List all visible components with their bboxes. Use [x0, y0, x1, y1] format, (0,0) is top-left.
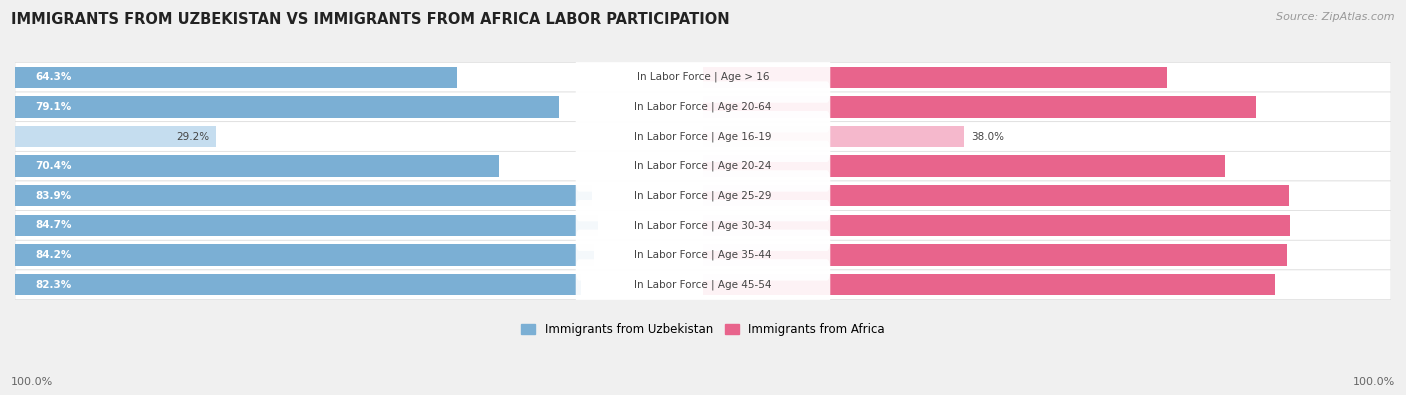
FancyBboxPatch shape — [15, 211, 1391, 240]
Text: In Labor Force | Age 35-44: In Labor Force | Age 35-44 — [634, 250, 772, 260]
FancyBboxPatch shape — [575, 81, 831, 132]
Text: In Labor Force | Age 16-19: In Labor Force | Age 16-19 — [634, 131, 772, 142]
Legend: Immigrants from Uzbekistan, Immigrants from Africa: Immigrants from Uzbekistan, Immigrants f… — [522, 324, 884, 336]
Bar — [15, 245, 595, 266]
FancyBboxPatch shape — [575, 200, 831, 251]
Text: In Labor Force | Age 45-54: In Labor Force | Age 45-54 — [634, 280, 772, 290]
Bar — [703, 245, 1286, 266]
Text: 100.0%: 100.0% — [1353, 377, 1395, 387]
Bar — [703, 185, 1289, 207]
FancyBboxPatch shape — [15, 151, 1391, 181]
Text: 80.4%: 80.4% — [1334, 102, 1371, 112]
Bar — [15, 96, 560, 118]
FancyBboxPatch shape — [575, 259, 831, 310]
Text: IMMIGRANTS FROM UZBEKISTAN VS IMMIGRANTS FROM AFRICA LABOR PARTICIPATION: IMMIGRANTS FROM UZBEKISTAN VS IMMIGRANTS… — [11, 12, 730, 27]
Text: 67.4%: 67.4% — [1334, 72, 1371, 82]
Text: 84.7%: 84.7% — [35, 220, 72, 230]
Text: 85.3%: 85.3% — [1334, 220, 1371, 230]
Bar — [703, 215, 1289, 236]
FancyBboxPatch shape — [15, 92, 1391, 122]
Bar — [703, 66, 1167, 88]
Text: 38.0%: 38.0% — [972, 132, 1004, 141]
Text: In Labor Force | Age 20-64: In Labor Force | Age 20-64 — [634, 102, 772, 112]
FancyBboxPatch shape — [15, 270, 1391, 299]
Bar — [15, 185, 592, 207]
Text: 64.3%: 64.3% — [35, 72, 72, 82]
Text: 84.9%: 84.9% — [1334, 250, 1371, 260]
Bar — [15, 156, 499, 177]
Text: 85.2%: 85.2% — [1334, 191, 1371, 201]
Text: 75.8%: 75.8% — [1334, 161, 1371, 171]
Text: In Labor Force | Age 30-34: In Labor Force | Age 30-34 — [634, 220, 772, 231]
Bar — [15, 126, 217, 147]
Bar — [703, 156, 1225, 177]
Text: In Labor Force | Age 25-29: In Labor Force | Age 25-29 — [634, 190, 772, 201]
Text: 82.3%: 82.3% — [35, 280, 72, 290]
Bar — [703, 274, 1275, 295]
FancyBboxPatch shape — [15, 181, 1391, 211]
FancyBboxPatch shape — [15, 62, 1391, 92]
Bar — [15, 215, 598, 236]
FancyBboxPatch shape — [15, 240, 1391, 270]
Text: Source: ZipAtlas.com: Source: ZipAtlas.com — [1277, 12, 1395, 22]
Bar — [15, 66, 457, 88]
FancyBboxPatch shape — [575, 170, 831, 221]
Text: 70.4%: 70.4% — [35, 161, 72, 171]
Text: In Labor Force | Age 20-24: In Labor Force | Age 20-24 — [634, 161, 772, 171]
Text: 29.2%: 29.2% — [176, 132, 209, 141]
Text: 83.2%: 83.2% — [1334, 280, 1371, 290]
FancyBboxPatch shape — [575, 229, 831, 280]
Text: In Labor Force | Age > 16: In Labor Force | Age > 16 — [637, 72, 769, 83]
Bar — [703, 96, 1256, 118]
Text: 84.2%: 84.2% — [35, 250, 72, 260]
FancyBboxPatch shape — [15, 122, 1391, 151]
FancyBboxPatch shape — [575, 52, 831, 103]
Text: 79.1%: 79.1% — [35, 102, 72, 112]
FancyBboxPatch shape — [575, 111, 831, 162]
Text: 83.9%: 83.9% — [35, 191, 72, 201]
Bar — [15, 274, 581, 295]
FancyBboxPatch shape — [575, 141, 831, 192]
Bar — [703, 126, 965, 147]
Text: 100.0%: 100.0% — [11, 377, 53, 387]
